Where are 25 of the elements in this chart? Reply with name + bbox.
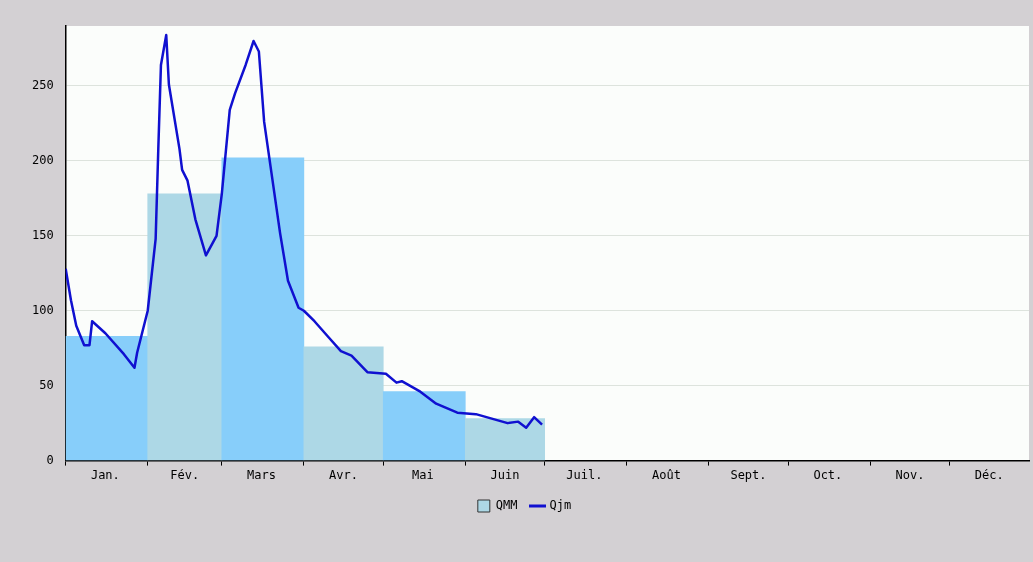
x-tick-label: Mai	[412, 467, 434, 482]
x-tick-label: Mars	[247, 467, 276, 482]
x-tick-label: Déc.	[974, 467, 1004, 482]
x-tick-label: Fév.	[170, 467, 200, 482]
y-tick-label: 50	[39, 377, 54, 392]
y-tick-label: 0	[46, 452, 54, 467]
x-tick-label: Nov.	[895, 467, 925, 482]
x-tick-label: Août	[651, 467, 681, 482]
legend-label: Qjm	[549, 498, 572, 513]
bar	[65, 335, 149, 461]
x-tick-label: Jan.	[90, 467, 120, 482]
legend-label: QMM	[495, 498, 518, 513]
bar	[464, 418, 546, 461]
y-tick-label: 200	[31, 153, 54, 167]
y-tick-label: 100	[31, 302, 54, 317]
bar	[382, 391, 466, 461]
x-tick-label: Juil.	[566, 467, 603, 482]
bar	[303, 346, 384, 461]
x-tick-label: Avr.	[329, 467, 359, 482]
bar	[221, 157, 305, 461]
x-tick-label: Sept.	[730, 467, 767, 482]
x-tick-label: Juin	[490, 467, 520, 482]
x-tick-label: Oct.	[813, 467, 843, 482]
y-tick-label: 250	[31, 78, 54, 93]
y-tick-label: 150	[31, 227, 54, 242]
